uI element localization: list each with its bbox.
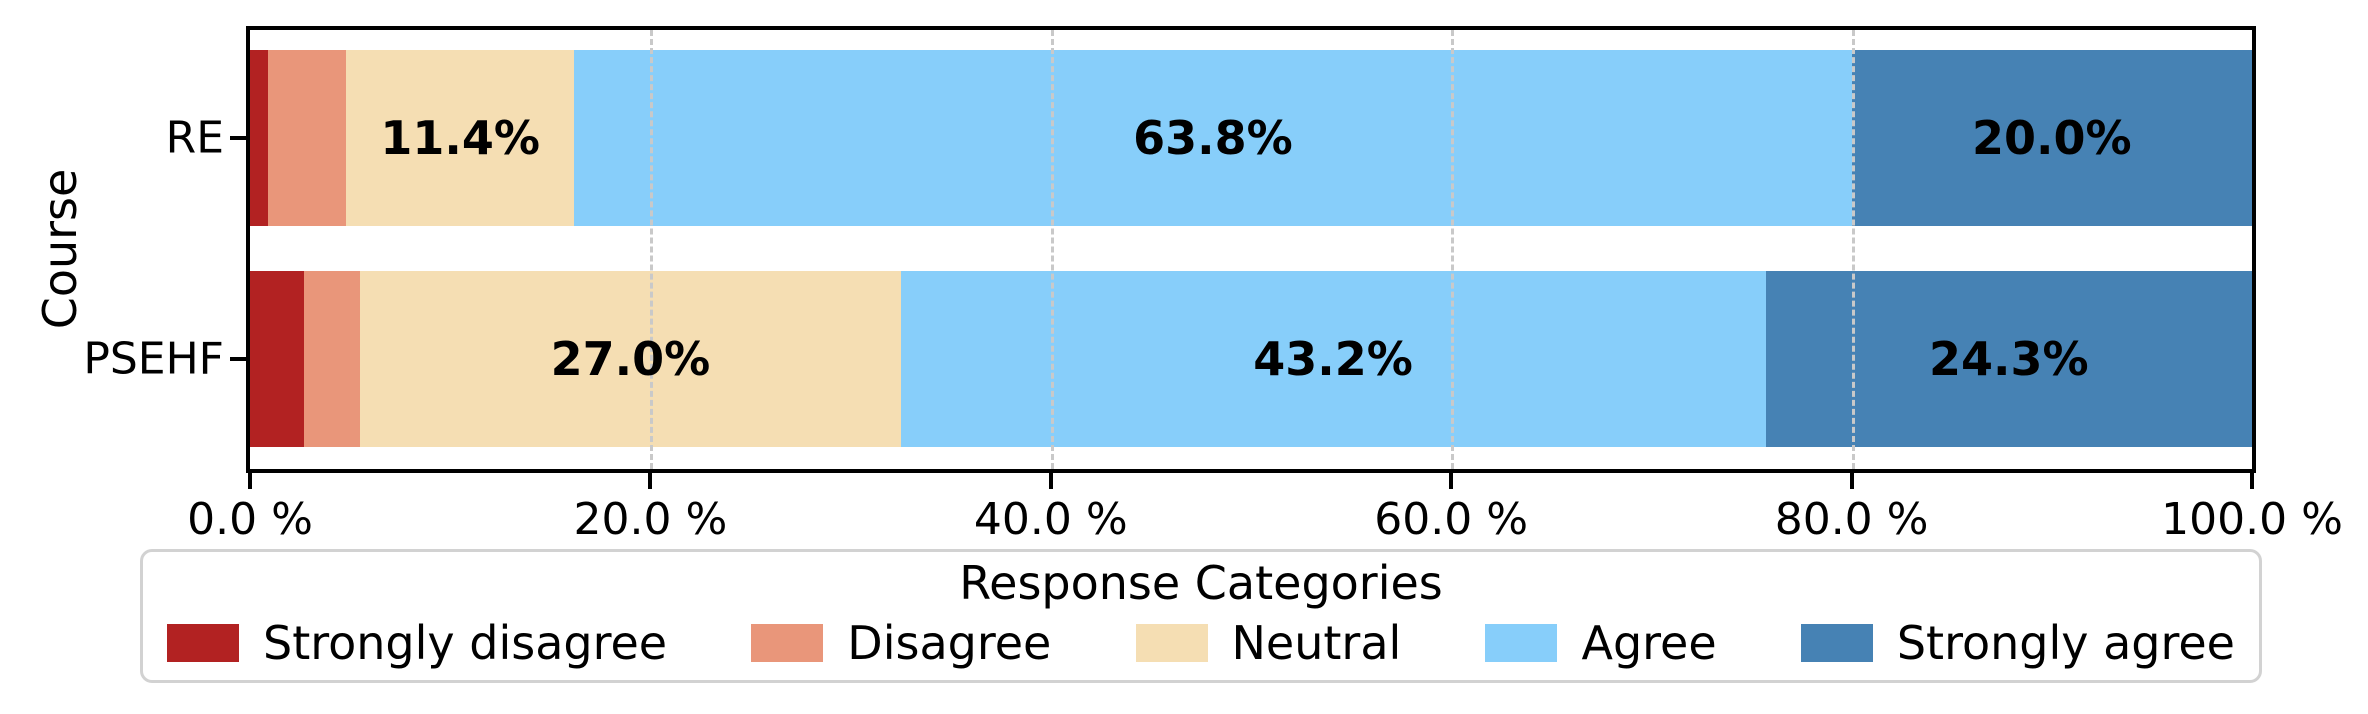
bar-value-label: 63.8% (1133, 111, 1293, 165)
x-tick-label: 20.0 % (573, 494, 728, 545)
x-tick-mark (1849, 473, 1854, 489)
gridline (1851, 30, 1855, 469)
legend-entry: Agree (1485, 616, 1717, 671)
gridline (650, 30, 654, 469)
legend-entry-label: Strongly disagree (263, 616, 668, 671)
legend-entry-label: Disagree (847, 616, 1052, 671)
legend-entries: Strongly disagree Disagree Neutral Agree Str… (143, 616, 2259, 670)
y-axis-label: Course (33, 168, 87, 330)
bar-value-label: 20.0% (1972, 111, 2132, 165)
bar-segment (900, 271, 1766, 447)
bar-segment (304, 271, 361, 447)
legend-entry: Strongly disagree (167, 616, 667, 670)
legend-swatch (751, 624, 824, 663)
bar-segment (346, 50, 575, 226)
legend-swatch (1135, 624, 1208, 663)
y-tick-label: RE (165, 112, 224, 164)
y-tick-mark (230, 136, 246, 140)
plot-area: 11.4% 63.8% 20.0% 27.0% 43.2% 24.3% (246, 26, 2256, 473)
x-tick-mark (1449, 473, 1454, 489)
x-tick-label: 60.0 % (1374, 494, 1529, 545)
x-tick-mark (1048, 473, 1053, 489)
legend-entry-label: Strongly agree (1896, 616, 2235, 671)
bar-labels-layer: 11.4% 63.8% 20.0% 27.0% 43.2% 24.3% (250, 30, 2252, 469)
gridline (1050, 30, 1054, 469)
x-tick-mark (2250, 473, 2254, 489)
bar-value-label: 11.4% (380, 111, 540, 165)
bar-value-label: 24.3% (1928, 332, 2089, 386)
grid-layer (250, 30, 2252, 469)
bar-segment (268, 50, 347, 226)
legend-swatch (1485, 624, 1558, 663)
bars-layer (250, 30, 2252, 469)
legend-entry: Disagree (751, 616, 1051, 670)
x-tick-label: 40.0 % (973, 494, 1128, 545)
gridline (1451, 30, 1455, 469)
legend-swatch (167, 624, 239, 663)
x-tick-mark (248, 473, 252, 489)
legend-entry-label: Agree (1581, 616, 1717, 671)
bar-value-label: 27.0% (550, 332, 711, 386)
bar-segment (1851, 50, 2252, 226)
legend: Response Categories Strongly disagree Dis… (140, 549, 2262, 683)
x-tick-label: 80.0 % (1774, 494, 1929, 545)
y-tick-label: PSEHF (83, 333, 224, 385)
bar-segment (250, 271, 305, 447)
x-tick-mark (648, 473, 653, 489)
bar-value-label: 43.2% (1253, 332, 1413, 386)
legend-entry-label: Neutral (1231, 616, 1402, 671)
bar-segment (574, 50, 1852, 226)
bar-segment (360, 271, 901, 447)
x-tick-label: 0.0 % (187, 494, 313, 545)
legend-title: Response Categories (959, 556, 1443, 610)
bar-segment (250, 50, 269, 226)
legend-entry: Strongly agree (1800, 616, 2235, 671)
legend-swatch (1800, 624, 1873, 663)
legend-entry: Neutral (1135, 616, 1402, 671)
y-tick-mark (230, 357, 246, 361)
bar-segment (1765, 271, 2252, 447)
x-tick-label: 100.0 % (2161, 494, 2343, 545)
